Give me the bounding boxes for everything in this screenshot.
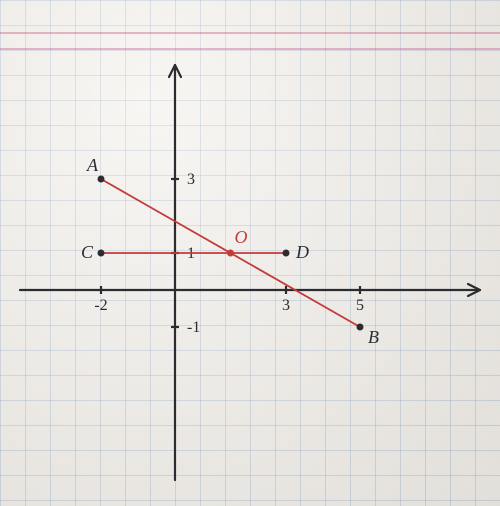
point-label-D: D: [295, 242, 309, 262]
point-C: [98, 250, 105, 257]
x-tick-label: 5: [356, 297, 364, 314]
point-O: [227, 250, 234, 257]
x-tick-label: -2: [94, 297, 107, 314]
point-label-O: O: [235, 227, 248, 247]
point-label-A: A: [86, 155, 99, 175]
point-A: [98, 176, 105, 183]
coordinate-plane: -23531-1ABCDO: [0, 0, 500, 506]
y-tick-label: -1: [187, 319, 200, 336]
point-D: [283, 250, 290, 257]
y-tick-label: 3: [187, 171, 195, 188]
point-label-B: B: [368, 327, 379, 347]
point-label-C: C: [81, 242, 94, 262]
point-B: [357, 324, 364, 331]
x-tick-label: 3: [282, 297, 290, 314]
